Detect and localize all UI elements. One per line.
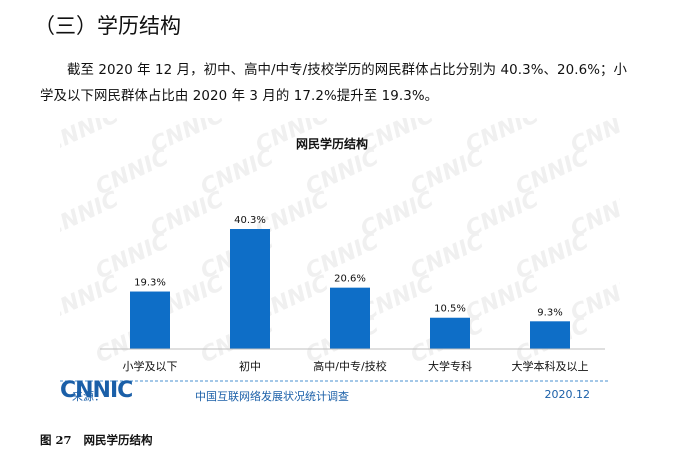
- figure-caption: 图 27 网民学历结构: [40, 432, 165, 448]
- source-label: 来源：: [72, 390, 105, 403]
- watermark-24: CNNIC: [60, 271, 123, 326]
- watermark-23: CNNIC: [617, 229, 620, 284]
- value-label-3: 10.5%: [434, 304, 466, 315]
- chart-figure: CNNIC CNNIC CNNIC CNNIC CNNIC CNNIC CNNIC CNNIC…: [60, 118, 620, 418]
- body-paragraph: 截至 2020 年 12 月，初中、高中/中专/技校学历的网民群体占比分别为 4…: [40, 63, 628, 104]
- cnnic-logo: CNNIC: [60, 378, 133, 402]
- watermark-12: CNNIC: [60, 187, 123, 242]
- value-label-1: 40.3%: [234, 215, 266, 226]
- category-label-1: 初中: [239, 359, 261, 373]
- watermark-35: CNNIC: [617, 313, 620, 368]
- bar-0: [130, 291, 170, 349]
- caption-number: 图 27: [40, 433, 72, 447]
- caption-title: 网民学历结构: [83, 433, 153, 447]
- source-row: 来源： CNNIC 中国互联网络发展状况统计调查 2020.12: [60, 376, 620, 416]
- bar-1: [230, 229, 270, 349]
- bars-group: [130, 229, 570, 349]
- value-label-4: 9.3%: [537, 307, 562, 318]
- section-title: （三）学历结构: [34, 14, 181, 38]
- category-label-4: 大学本科及以上: [512, 359, 589, 373]
- category-label-0: 小学及以下: [123, 359, 178, 373]
- category-label-2: 高中/中专/技校: [313, 359, 386, 373]
- category-label-3: 大学专科: [428, 359, 472, 373]
- svg-text:CNNIC: CNNIC: [60, 378, 132, 402]
- watermark-11: CNNIC: [617, 145, 620, 200]
- bar-2: [330, 287, 370, 349]
- chart-title: 网民学历结构: [296, 136, 368, 151]
- value-label-0: 19.3%: [134, 278, 166, 289]
- organization-name: 中国互联网络发展状况统计调查: [195, 390, 349, 403]
- labels-group: 19.3% 小学及以下 40.3% 初中 20.6% 高中/中专/技校 10.5% 大学专科 9…: [123, 215, 589, 373]
- watermark-0: CNNIC: [60, 118, 123, 158]
- report-date: 2020.12: [544, 388, 591, 401]
- bar-3: [430, 317, 470, 349]
- bar-4: [530, 321, 570, 349]
- value-label-2: 20.6%: [334, 274, 366, 285]
